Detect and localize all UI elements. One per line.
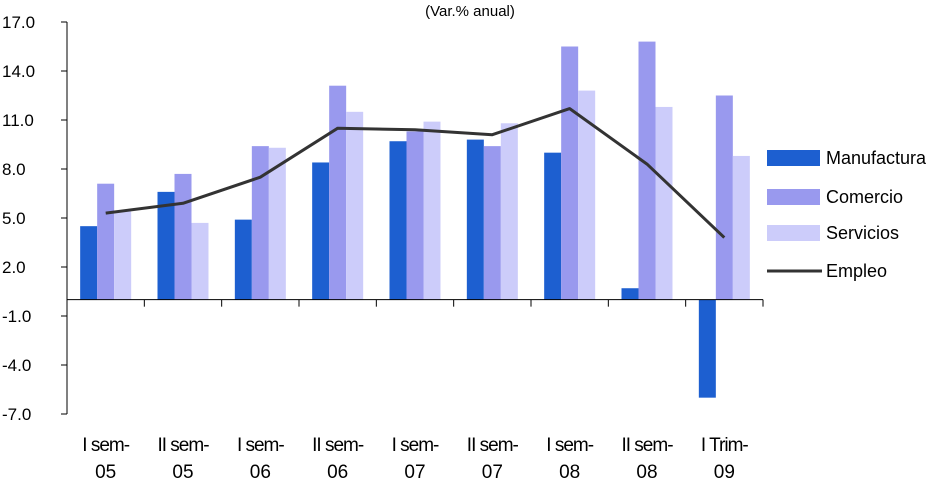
bar-manufactura	[80, 226, 98, 300]
y-tick-label: 17.0	[2, 13, 35, 32]
bar-manufactura	[389, 141, 407, 300]
y-tick-label: 8.0	[2, 160, 26, 179]
bar-servicios	[191, 222, 209, 300]
bar-servicios	[268, 147, 286, 300]
bar-manufactura	[544, 152, 562, 300]
bar-manufactura	[621, 288, 639, 300]
x-tick-label: II sem-	[467, 435, 519, 456]
x-tick-label: I sem-	[546, 435, 593, 456]
x-tick-label-year: 08	[559, 462, 580, 483]
x-tick-label: I sem-	[82, 435, 129, 456]
x-tick-label-year: 05	[172, 462, 193, 483]
bar-servicios	[423, 121, 441, 300]
x-tick-label-year: 06	[327, 462, 348, 483]
line-empleo	[105, 107, 726, 239]
legend-label: Manufactura	[826, 148, 927, 168]
bar-servicios	[114, 211, 132, 300]
bar-comercio	[174, 173, 192, 300]
y-tick-label: 11.0	[2, 111, 34, 130]
chart-subtitle: (Var.% anual)	[425, 3, 515, 20]
bar-manufactura	[234, 219, 252, 300]
employment-line	[105, 107, 726, 239]
y-tick-label: 5.0	[2, 209, 26, 228]
legend-swatch-comercio	[767, 189, 820, 205]
x-tick-label: II sem-	[312, 435, 364, 456]
bar-servicios	[346, 111, 364, 300]
y-tick-label: 14.0	[2, 62, 35, 81]
x-tick-label: I sem-	[392, 435, 439, 456]
bar-comercio	[483, 146, 501, 300]
bar-servicios	[500, 123, 518, 300]
legend-label: Empleo	[826, 261, 887, 281]
bar-servicios	[732, 155, 750, 300]
legend: Manufactura Comercio Servicios Empleo	[767, 148, 927, 281]
bar-comercio	[329, 85, 347, 300]
y-tick-label: 2.0	[2, 258, 26, 277]
x-tick-label: II sem-	[157, 435, 209, 456]
bar-comercio	[251, 146, 269, 300]
y-tick-label: -1.0	[2, 307, 31, 326]
x-tick-label-year: 05	[95, 462, 116, 483]
bar-comercio	[715, 95, 733, 300]
x-tick-label-year: 08	[636, 462, 657, 483]
bar-manufactura	[157, 191, 175, 300]
bar-comercio	[97, 183, 115, 300]
x-tick-label: II sem-	[621, 435, 673, 456]
x-tick-label-year: 06	[250, 462, 271, 483]
x-tick-label-year: 09	[714, 462, 735, 483]
x-tick-label-year: 07	[482, 462, 503, 483]
bar-comercio	[638, 41, 656, 300]
legend-swatch-servicios	[767, 225, 820, 241]
y-axis: 17.0 14.0 11.0 8.0 5.0 2.0 -1.0 -4.0 -7.0	[2, 13, 68, 424]
legend-label: Comercio	[826, 187, 903, 207]
bar-comercio	[561, 46, 579, 300]
y-tick-label: -7.0	[2, 405, 31, 424]
x-tick-label: I Trim-	[701, 435, 748, 456]
bar-servicios	[655, 106, 673, 300]
bar-comercio	[406, 131, 424, 300]
legend-swatch-manufactura	[767, 150, 820, 166]
y-tick-label: -4.0	[2, 356, 31, 375]
bar-servicios	[578, 90, 596, 300]
bar-manufactura	[312, 162, 330, 300]
x-tick-label: I sem-	[237, 435, 284, 456]
x-tick-label-year: 07	[404, 462, 425, 483]
bars	[80, 41, 750, 398]
x-axis: I sem- 05 II sem- 05 I sem- 06 II sem- 06 I sem-…	[66, 299, 764, 483]
bar-manufactura	[466, 139, 484, 300]
bar-manufactura	[698, 299, 716, 398]
legend-label: Servicios	[826, 223, 899, 243]
